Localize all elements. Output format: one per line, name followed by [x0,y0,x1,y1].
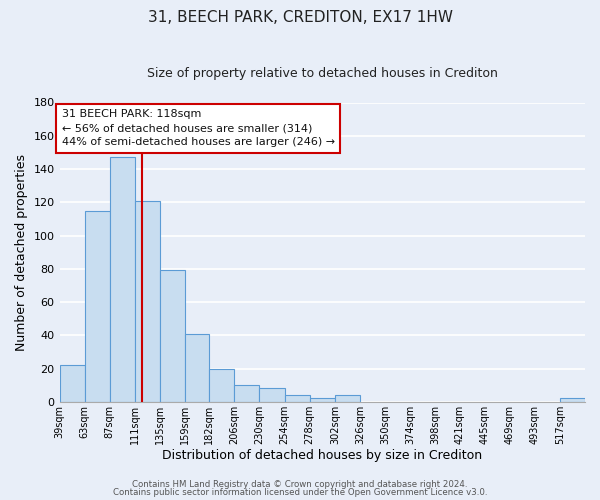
Y-axis label: Number of detached properties: Number of detached properties [15,154,28,350]
Bar [310,398,335,402]
Bar [560,398,585,402]
Bar [185,334,209,402]
Bar [160,270,185,402]
Bar [284,395,310,402]
Bar [110,158,135,402]
Bar [59,365,85,402]
Text: Contains public sector information licensed under the Open Government Licence v3: Contains public sector information licen… [113,488,487,497]
Text: Contains HM Land Registry data © Crown copyright and database right 2024.: Contains HM Land Registry data © Crown c… [132,480,468,489]
Bar [209,368,235,402]
Bar [259,388,284,402]
Bar [135,200,160,402]
Text: 31, BEECH PARK, CREDITON, EX17 1HW: 31, BEECH PARK, CREDITON, EX17 1HW [148,10,452,25]
Bar [85,210,110,402]
Bar [335,395,360,402]
Text: 31 BEECH PARK: 118sqm
← 56% of detached houses are smaller (314)
44% of semi-det: 31 BEECH PARK: 118sqm ← 56% of detached … [62,109,335,147]
Title: Size of property relative to detached houses in Crediton: Size of property relative to detached ho… [147,68,498,80]
X-axis label: Distribution of detached houses by size in Crediton: Distribution of detached houses by size … [162,450,482,462]
Bar [235,385,259,402]
